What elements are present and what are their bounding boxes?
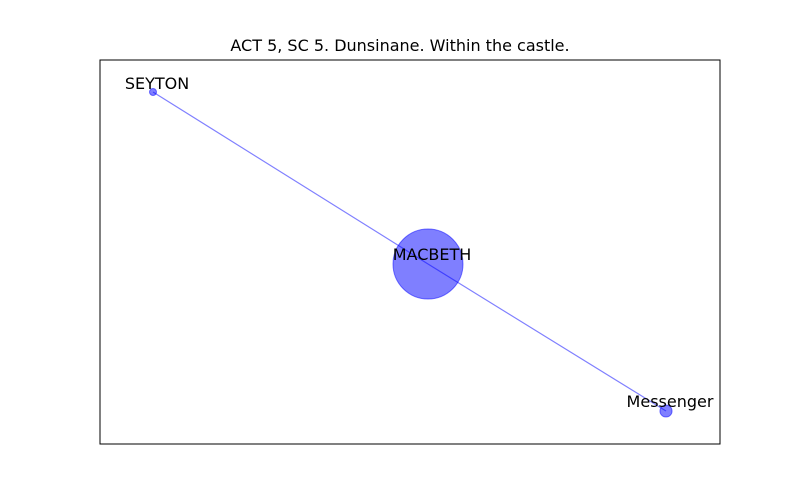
node-macbeth[interactable] (392, 228, 464, 300)
node-label-messenger: Messenger (627, 392, 714, 411)
nodes-layer (149, 88, 673, 418)
scene-title: ACT 5, SC 5. Dunsinane. Within the castl… (230, 36, 570, 55)
plot-frame (99, 59, 721, 445)
node-label-macbeth: MACBETH (393, 245, 472, 264)
edges-layer (152, 91, 667, 412)
labels-layer: SEYTON MACBETH Messenger (125, 74, 714, 411)
node-label-seyton: SEYTON (125, 74, 189, 93)
edge-macbeth-messenger (427, 263, 667, 412)
node-seyton[interactable] (149, 88, 157, 96)
node-messenger[interactable] (659, 404, 673, 418)
edge-seyton-macbeth (152, 91, 429, 265)
